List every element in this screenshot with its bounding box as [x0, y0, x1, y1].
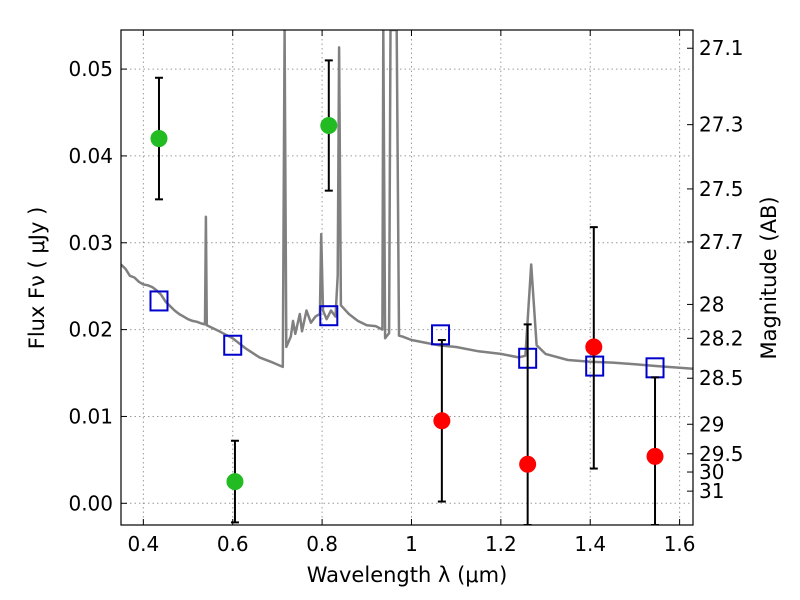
- plot-frame: [120, 29, 694, 526]
- red-data-point: [519, 455, 537, 473]
- right-tick-label: 28.2: [699, 326, 744, 350]
- right-tick-label: 28: [699, 292, 724, 316]
- green-data-point: [150, 130, 168, 148]
- x-tick-label: 0.8: [306, 532, 338, 556]
- right-tick-label: 31: [699, 479, 724, 503]
- y-axis-title: Flux Fν ( μJy ): [25, 207, 49, 350]
- right-tick-label: 28.5: [699, 366, 744, 390]
- x-tick-label: 1.6: [664, 532, 696, 556]
- x-tick-label: 1: [405, 532, 418, 556]
- model-photometry-square: [431, 324, 451, 346]
- x-tick-label: 0.4: [127, 532, 159, 556]
- y-tick-label: 0.04: [68, 144, 113, 168]
- y-tick-label: 0.02: [68, 318, 113, 342]
- red-data-point: [433, 412, 451, 430]
- x-tick-label: 1.2: [485, 532, 517, 556]
- x-tick-labels: 0.4 0.6 0.8 1 1.2 1.4 1.6: [127, 532, 695, 556]
- y-tick-label: 0.01: [68, 404, 113, 428]
- y-tick-label: 0.03: [68, 231, 113, 255]
- model-photometry-square: [319, 305, 339, 327]
- right-tick-label: 30: [699, 460, 724, 484]
- red-data-point: [646, 447, 664, 465]
- green-data-point: [320, 117, 338, 135]
- model-photometry-square: [149, 290, 169, 312]
- right-tick-label: 27.1: [699, 36, 744, 60]
- right-tick-label: 27.5: [699, 177, 744, 201]
- right-axis-title: Magnitude (AB): [757, 196, 781, 359]
- plot-content: [121, 30, 693, 525]
- model-photometry-square: [223, 334, 243, 356]
- right-tick-label: 29.5: [699, 442, 744, 466]
- green-data-point: [226, 473, 244, 491]
- x-tick-label: 1.4: [574, 532, 606, 556]
- red-data-point: [585, 338, 603, 356]
- ticks: [121, 30, 693, 525]
- model-spectrum-line: [121, 30, 693, 370]
- y-tick-labels: 0.00 0.01 0.02 0.03 0.04 0.05: [68, 57, 113, 515]
- data-points: [150, 117, 664, 491]
- right-tick-label: 29: [699, 412, 724, 436]
- x-tick-label: 0.6: [217, 532, 249, 556]
- y-tick-label: 0.00: [68, 491, 113, 515]
- x-axis-title: Wavelength λ (μm): [307, 563, 508, 587]
- right-tick-label: 27.3: [699, 113, 744, 137]
- right-tick-label: 27.7: [699, 230, 744, 254]
- y-tick-label: 0.05: [68, 57, 113, 81]
